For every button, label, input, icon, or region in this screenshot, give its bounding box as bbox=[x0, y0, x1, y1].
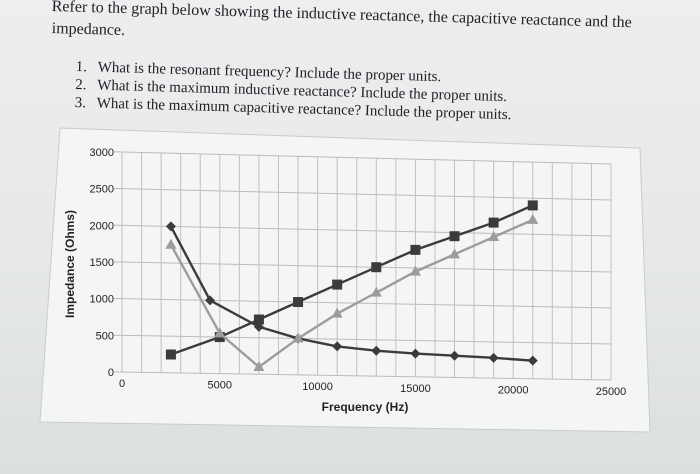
x-axis-label: Frequency (Hz) bbox=[322, 400, 409, 414]
horizontal-gridline bbox=[114, 187, 612, 201]
triangle-point bbox=[488, 231, 500, 242]
triangle-point bbox=[331, 307, 343, 318]
square-point bbox=[371, 262, 382, 273]
square-point bbox=[488, 217, 499, 228]
y-tick-label: 2000 bbox=[90, 220, 114, 232]
y-tick-label: 3000 bbox=[90, 147, 114, 159]
diamond-point bbox=[253, 321, 264, 332]
square-point bbox=[253, 314, 264, 325]
square-point bbox=[527, 200, 538, 211]
y-axis-label: Impedance (Ohms) bbox=[63, 210, 77, 318]
chart-series bbox=[165, 200, 539, 371]
horizontal-gridline bbox=[114, 371, 612, 381]
square-point bbox=[165, 349, 176, 360]
triangle-point bbox=[527, 213, 539, 224]
diamond-point bbox=[371, 345, 382, 356]
diamond-point bbox=[332, 341, 343, 352]
series-line bbox=[170, 204, 534, 356]
horizontal-gridline bbox=[114, 298, 612, 309]
x-tick-label: 5000 bbox=[208, 380, 232, 392]
triangle-point bbox=[292, 332, 304, 343]
x-tick-label: 0 bbox=[119, 378, 125, 390]
diamond-point bbox=[449, 350, 460, 361]
diamond-point bbox=[410, 348, 421, 359]
triangle-point bbox=[253, 360, 265, 371]
series-line bbox=[169, 218, 534, 369]
y-tick-label: 1000 bbox=[90, 294, 114, 306]
chart-grid bbox=[114, 151, 612, 381]
x-tick-label: 25000 bbox=[596, 386, 627, 398]
diamond-point bbox=[488, 352, 499, 363]
horizontal-gridline bbox=[114, 224, 612, 237]
series-line bbox=[169, 225, 533, 362]
triangle-point bbox=[214, 327, 226, 338]
horizontal-gridline bbox=[114, 151, 612, 165]
diamond-point bbox=[205, 295, 216, 306]
horizontal-gridline bbox=[114, 334, 612, 345]
square-point bbox=[410, 244, 421, 255]
diamond-point bbox=[165, 221, 176, 232]
square-point bbox=[293, 297, 304, 308]
square-point bbox=[332, 279, 343, 290]
diamond-point bbox=[527, 355, 538, 366]
y-tick-label: 2500 bbox=[90, 184, 114, 196]
triangle-point bbox=[409, 265, 421, 276]
horizontal-gridline bbox=[114, 261, 612, 273]
x-tick-label: 10000 bbox=[302, 381, 333, 393]
triangle-point bbox=[449, 248, 461, 259]
x-tick-label: 15000 bbox=[400, 383, 431, 395]
y-tick-label: 1500 bbox=[90, 257, 114, 269]
y-tick-label: 0 bbox=[108, 367, 114, 379]
x-tick-label: 20000 bbox=[498, 384, 529, 396]
triangle-point bbox=[165, 238, 177, 249]
chart-tick-labels: 0 500 1000 1500 2000 2500 3000 0 5000 10000 15000 2… bbox=[90, 147, 627, 398]
triangle-point bbox=[370, 286, 382, 297]
y-tick-label: 500 bbox=[96, 330, 114, 342]
square-point bbox=[449, 231, 460, 242]
